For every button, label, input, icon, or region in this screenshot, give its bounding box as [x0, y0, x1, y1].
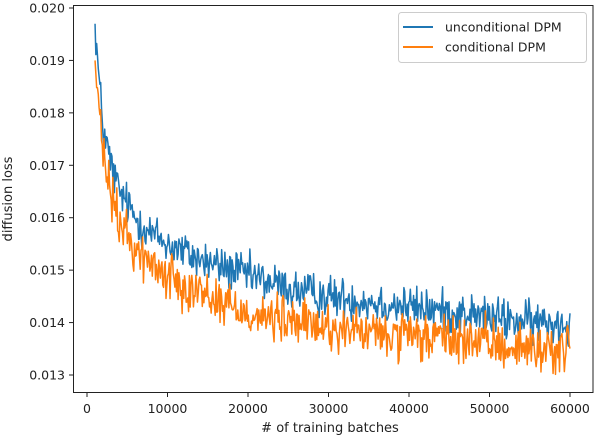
x-tick-label: 10000: [148, 401, 188, 416]
x-tick-label: 60000: [550, 401, 590, 416]
y-tick-label: 0.013: [29, 368, 65, 383]
series-line-unconditional: [94, 23, 571, 347]
y-tick-label: 0.019: [29, 53, 65, 68]
y-tick-label: 0.015: [29, 263, 65, 278]
y-axis: 0.013 0.014 0.015 0.016 0.017 0.018 0.019 0.020: [29, 1, 74, 383]
series-line-conditional: [94, 60, 571, 376]
x-tick-label: 50000: [470, 401, 510, 416]
legend-box: [398, 12, 587, 63]
y-tick-label: 0.016: [29, 210, 65, 225]
legend-label-unconditional: unconditional DPM: [445, 20, 562, 35]
legend: unconditional DPM conditional DPM: [398, 12, 587, 63]
axes-frame: [73, 5, 594, 393]
x-tick-label: 20000: [228, 401, 268, 416]
plot-area: [94, 23, 571, 376]
x-axis-label: # of training batches: [261, 421, 399, 436]
x-axis: 0 10000 20000 30000 40000 50000 60000: [83, 392, 590, 416]
y-axis-label: diffusion loss: [1, 156, 16, 241]
y-tick-label: 0.014: [29, 315, 65, 330]
y-tick-label: 0.017: [29, 158, 65, 173]
x-tick-label: 40000: [389, 401, 429, 416]
x-tick-label: 30000: [309, 401, 349, 416]
y-tick-label: 0.020: [29, 1, 65, 16]
y-tick-label: 0.018: [29, 105, 65, 120]
x-tick-label: 0: [83, 401, 91, 416]
legend-label-conditional: conditional DPM: [445, 40, 546, 55]
